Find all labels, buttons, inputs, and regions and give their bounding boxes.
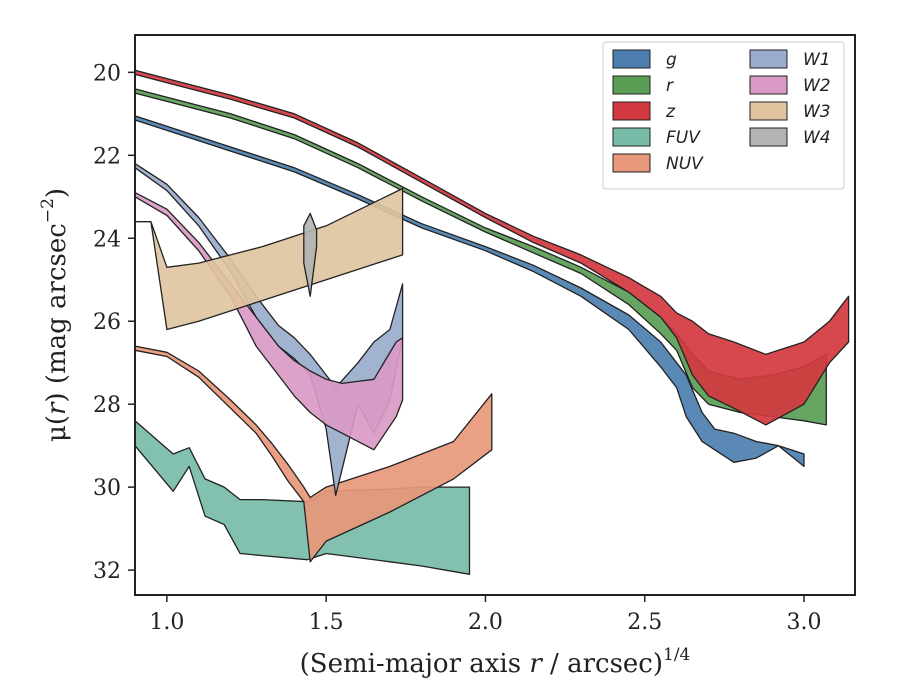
series-band-w2 (134, 191, 404, 451)
legend-swatch-z (612, 101, 651, 121)
y-axis-label: μ(r) (mag arcsec−2) (38, 188, 72, 442)
legend-label-nuv: NUV (666, 154, 704, 174)
legend-swatch-w2 (749, 75, 788, 95)
series-band-fuv (134, 420, 471, 575)
legend-swatch-g (612, 49, 651, 69)
legend: grz FUV NUV W1 W2 W3 W4 (602, 41, 845, 190)
series-band-g (134, 115, 805, 468)
x-axis-label: (Semi-major axis r / arcsec)1/4 (300, 645, 691, 679)
legend-swatch-r (612, 75, 651, 95)
y-tick-label: 22 (93, 144, 121, 169)
legend-label-g: g (666, 50, 677, 70)
legend-label-w1: W1 (803, 50, 831, 70)
legend-swatch-w1 (749, 49, 788, 69)
legend-swatch-nuv (612, 153, 651, 173)
legend-label-w2: W2 (803, 76, 831, 96)
x-tick-label: 2.0 (468, 610, 503, 635)
y-tick-label: 26 (93, 310, 121, 335)
series-band-z (134, 69, 850, 426)
series-band-nuv (134, 345, 493, 563)
legend-label-fuv: FUV (666, 128, 701, 148)
y-tick-label: 24 (93, 227, 121, 252)
legend-label-w3: W3 (803, 102, 831, 122)
legend-label-w4: W4 (803, 128, 831, 148)
series-layer (134, 69, 850, 575)
legend-swatch-fuv (612, 127, 651, 147)
legend-label-r: r (666, 76, 674, 96)
y-tick-label: 28 (93, 393, 121, 418)
y-axis: 20 22 24 26 28 30 32 (93, 61, 135, 584)
y-tick-label: 20 (93, 61, 121, 86)
x-axis: 1.0 1.5 2.0 2.5 3.0 (149, 595, 822, 635)
series-band-w4 (303, 212, 318, 297)
y-tick-label: 32 (93, 559, 121, 584)
x-tick-label: 1.0 (149, 610, 184, 635)
y-tick-label: 30 (93, 476, 121, 501)
x-tick-label: 3.0 (787, 610, 822, 635)
series-band-w3 (134, 187, 404, 331)
x-tick-label: 2.5 (627, 610, 662, 635)
x-tick-label: 1.5 (309, 610, 344, 635)
legend-swatch-w4 (749, 127, 788, 147)
legend-swatch-w3 (749, 101, 788, 121)
legend-label-z: z (665, 102, 676, 122)
plot-frame (134, 34, 856, 596)
